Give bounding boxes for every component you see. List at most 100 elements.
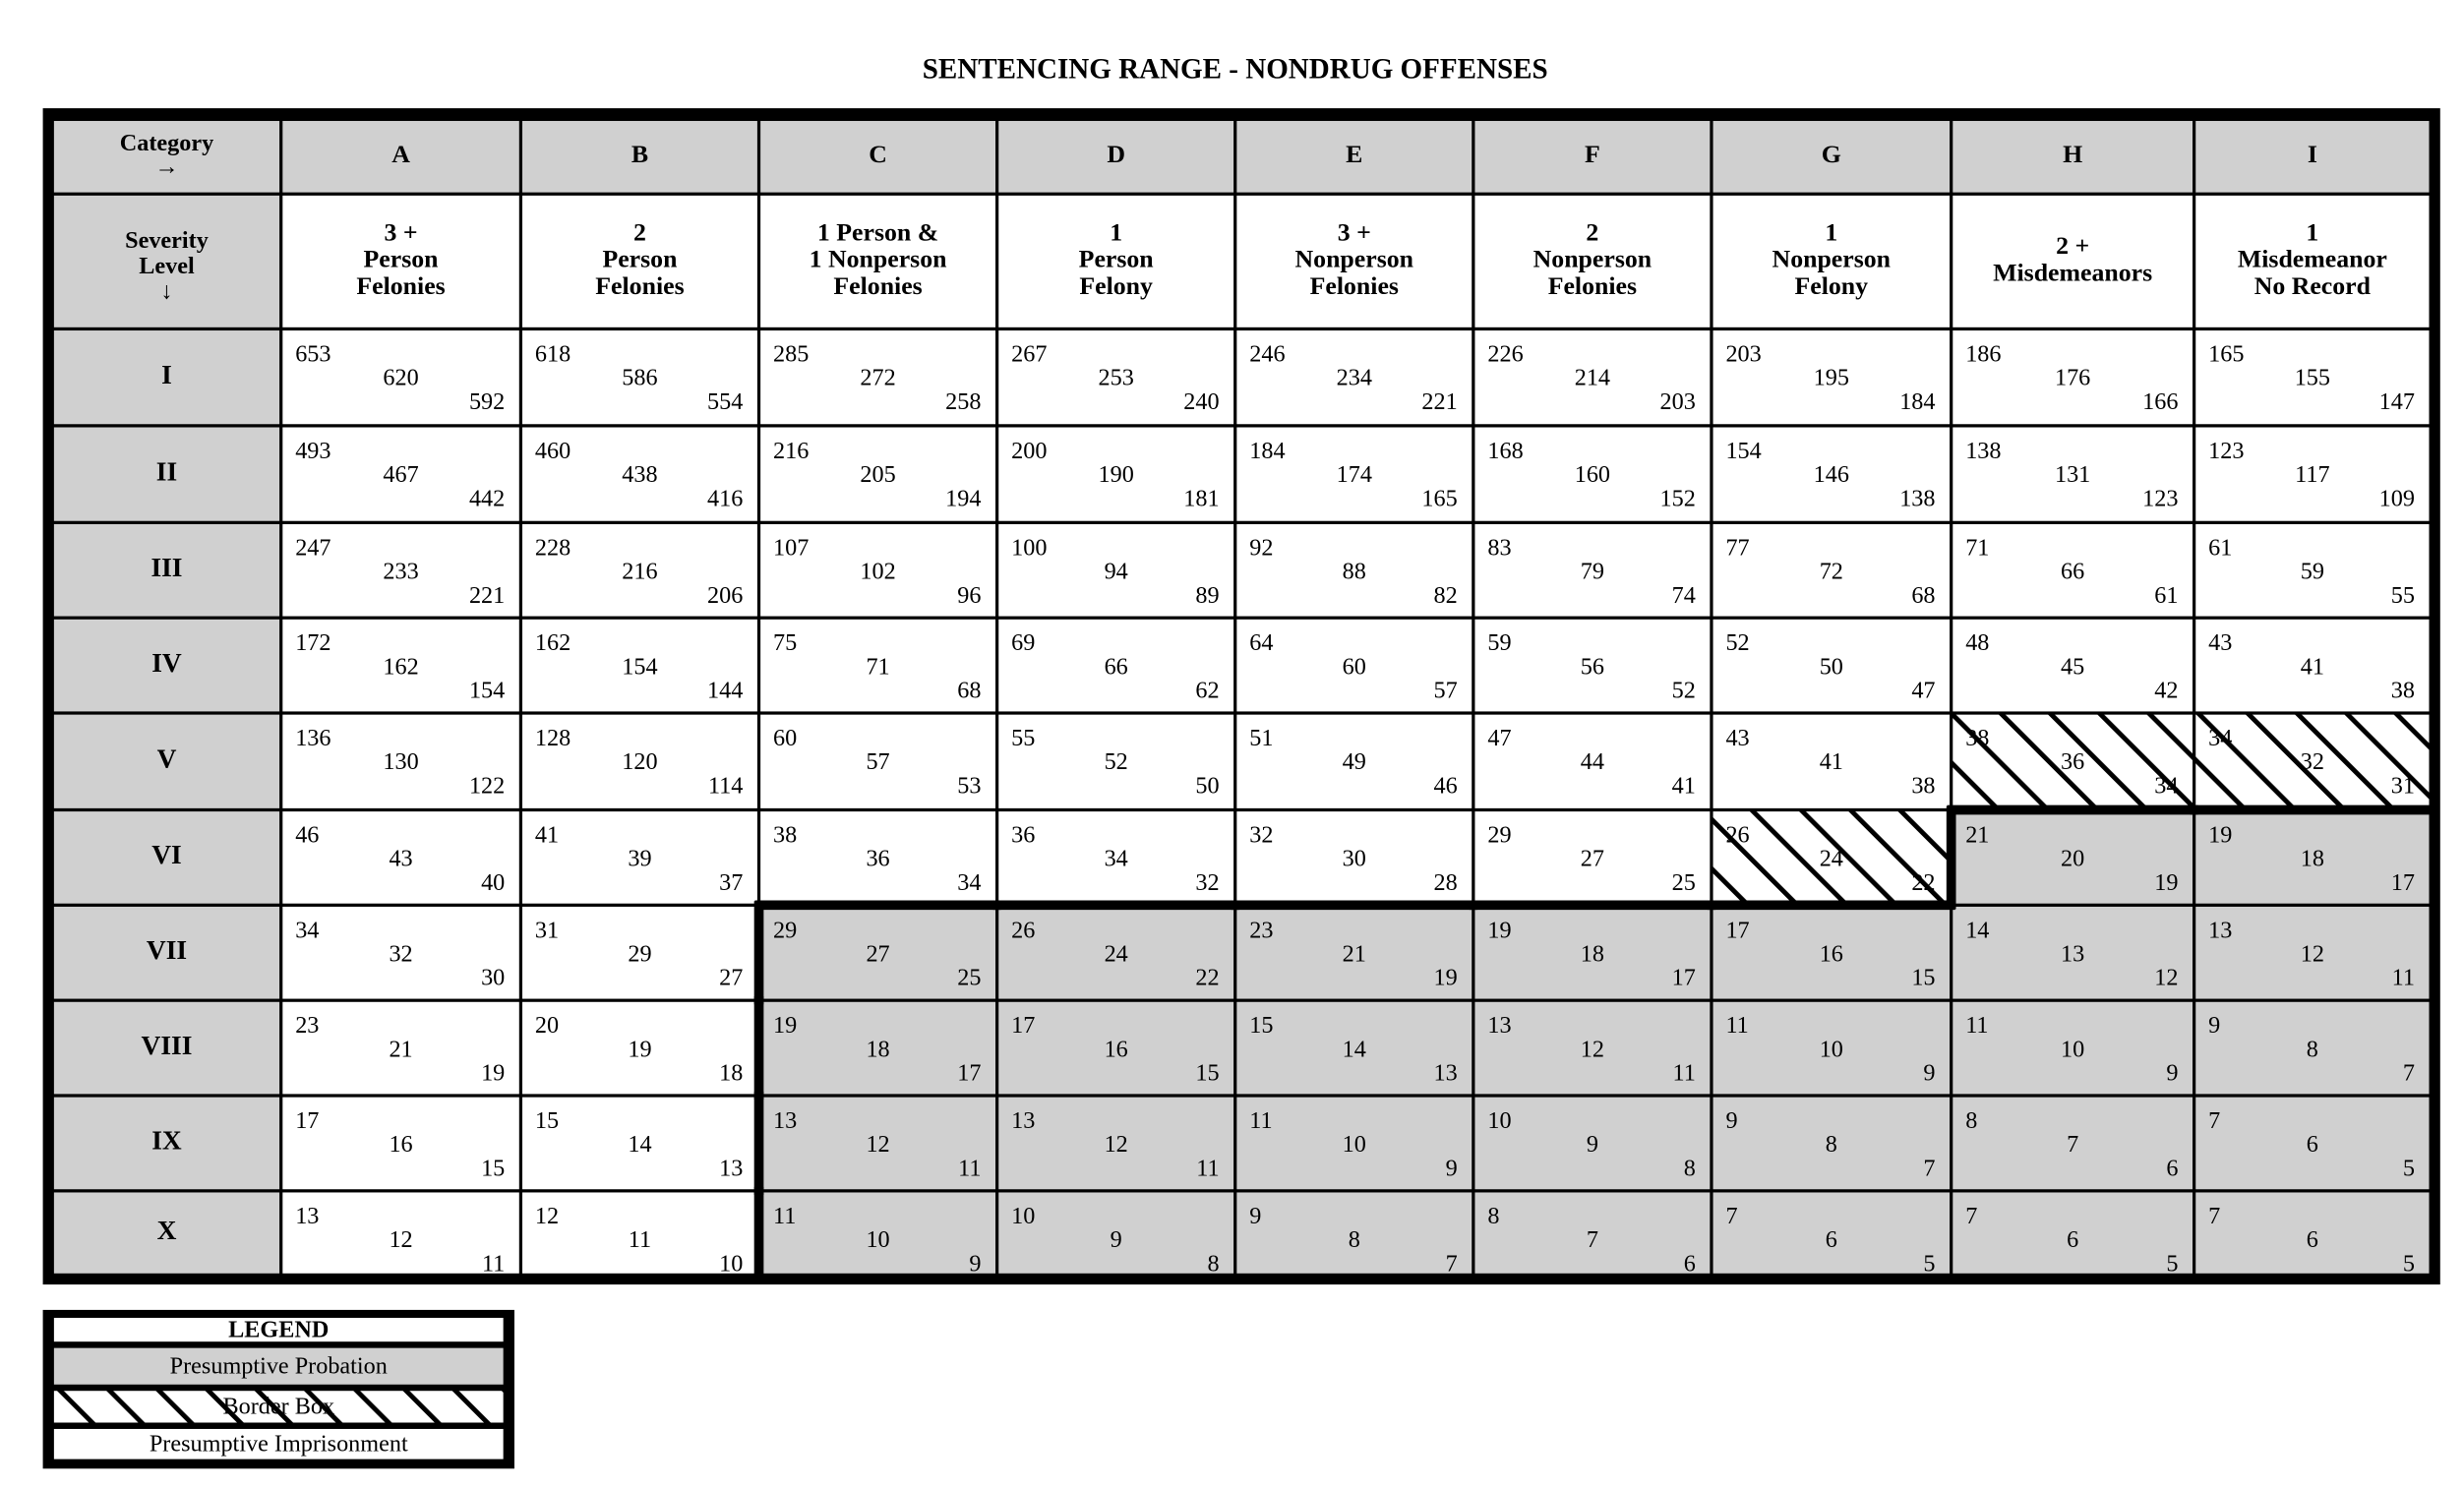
column-label: Misdemeanors [1993, 258, 2152, 286]
column-letter: A [391, 140, 410, 168]
grid-cell [282, 1192, 519, 1274]
grid-cell [760, 906, 996, 999]
grid-cell [282, 523, 519, 617]
range-mid: 620 [383, 365, 418, 391]
range-mid: 32 [389, 941, 412, 968]
grid-cell [522, 811, 757, 904]
grid-cell [760, 811, 996, 904]
range-mid: 12 [389, 1226, 412, 1253]
grid-cell [282, 330, 519, 425]
range-low: 240 [1183, 388, 1219, 415]
severity-cell [53, 1192, 280, 1274]
column-label: Felonies [595, 271, 684, 300]
grid-cell [1236, 619, 1472, 712]
range-high: 71 [1965, 534, 1989, 561]
range-low: 68 [957, 678, 981, 704]
range-mid: 13 [2061, 941, 2084, 968]
range-low: 123 [2142, 485, 2178, 511]
grid-cell [998, 714, 1234, 808]
column-label: Felonies [833, 271, 922, 300]
severity-level: II [156, 456, 177, 486]
range-low: 31 [2391, 772, 2415, 799]
range-high: 12 [535, 1203, 559, 1229]
range-high: 92 [1249, 534, 1273, 561]
column-label: 3 + [1338, 217, 1371, 246]
grid-cell [1953, 427, 2193, 521]
grid-cell [522, 619, 757, 712]
range-mid: 27 [1581, 846, 1604, 872]
range-high: 123 [2208, 438, 2244, 464]
range-high: 31 [535, 917, 559, 943]
range-low: 206 [707, 582, 743, 609]
column-label: Nonperson [1773, 245, 1891, 273]
severity-cell [53, 811, 280, 904]
range-low: 25 [1672, 869, 1696, 896]
range-low: 6 [2166, 1155, 2178, 1181]
grid-cell [760, 1097, 996, 1190]
range-mid: 10 [1820, 1036, 1843, 1062]
grid-cell [522, 1097, 757, 1190]
severity-level: VI [151, 840, 181, 869]
range-mid: 27 [866, 941, 889, 968]
range-low: 9 [2166, 1060, 2178, 1087]
range-mid: 438 [622, 461, 657, 488]
severity-cell [53, 523, 280, 617]
column-label: Nonperson [1295, 245, 1413, 273]
range-high: 75 [773, 629, 797, 656]
grid-cell [2195, 811, 2430, 904]
grid-cell [1474, 1097, 1711, 1190]
range-mid: 16 [1105, 1036, 1128, 1062]
grid-cell [1713, 619, 1951, 712]
column-subheader [760, 195, 996, 327]
range-low: 68 [1911, 582, 1935, 609]
column-label: 2 [633, 217, 646, 246]
range-mid: 18 [866, 1036, 889, 1062]
range-high: 186 [1965, 340, 2001, 367]
range-mid: 12 [866, 1131, 889, 1158]
column-letter: B [631, 140, 648, 168]
range-high: 41 [535, 821, 559, 848]
range-mid: 160 [1575, 461, 1610, 488]
range-high: 20 [535, 1012, 559, 1039]
range-low: 57 [1433, 678, 1457, 704]
range-high: 46 [295, 821, 319, 848]
column-label: 1 Person & [817, 217, 938, 246]
range-low: 109 [2379, 485, 2415, 511]
range-mid: 174 [1337, 461, 1372, 488]
column-letter: C [869, 140, 887, 168]
range-high: 17 [1011, 1012, 1035, 1039]
grid-cell [998, 1192, 1234, 1274]
range-low: 554 [707, 388, 743, 415]
range-mid: 12 [1105, 1131, 1128, 1158]
range-mid: 66 [1105, 653, 1128, 680]
grid-cell [998, 619, 1234, 712]
range-low: 7 [1923, 1155, 1935, 1181]
range-high: 34 [2208, 725, 2232, 751]
range-high: 34 [295, 917, 319, 943]
range-high: 460 [535, 438, 571, 464]
range-low: 181 [1183, 485, 1219, 511]
range-low: 17 [1672, 965, 1696, 991]
range-mid: 16 [1820, 941, 1843, 968]
range-low: 203 [1659, 388, 1695, 415]
range-high: 11 [1725, 1012, 1748, 1039]
grid-cell [998, 1001, 1234, 1095]
severity-level: VIII [142, 1031, 193, 1060]
range-high: 29 [1487, 821, 1511, 848]
range-mid: 18 [1581, 941, 1604, 968]
range-mid: 71 [866, 653, 889, 680]
column-header [1236, 120, 1472, 193]
grid-cell [282, 906, 519, 999]
range-high: 107 [773, 534, 809, 561]
corner-label: → [154, 153, 178, 180]
range-high: 77 [1725, 534, 1749, 561]
range-high: 19 [773, 1012, 797, 1039]
grid-cell [2195, 1001, 2430, 1095]
column-letter: E [1346, 140, 1362, 168]
range-low: 17 [957, 1060, 981, 1087]
range-high: 17 [295, 1107, 319, 1134]
range-high: 203 [1725, 340, 1761, 367]
grid-cell [760, 427, 996, 521]
range-mid: 79 [1581, 559, 1604, 585]
grid-cell [1474, 330, 1711, 425]
